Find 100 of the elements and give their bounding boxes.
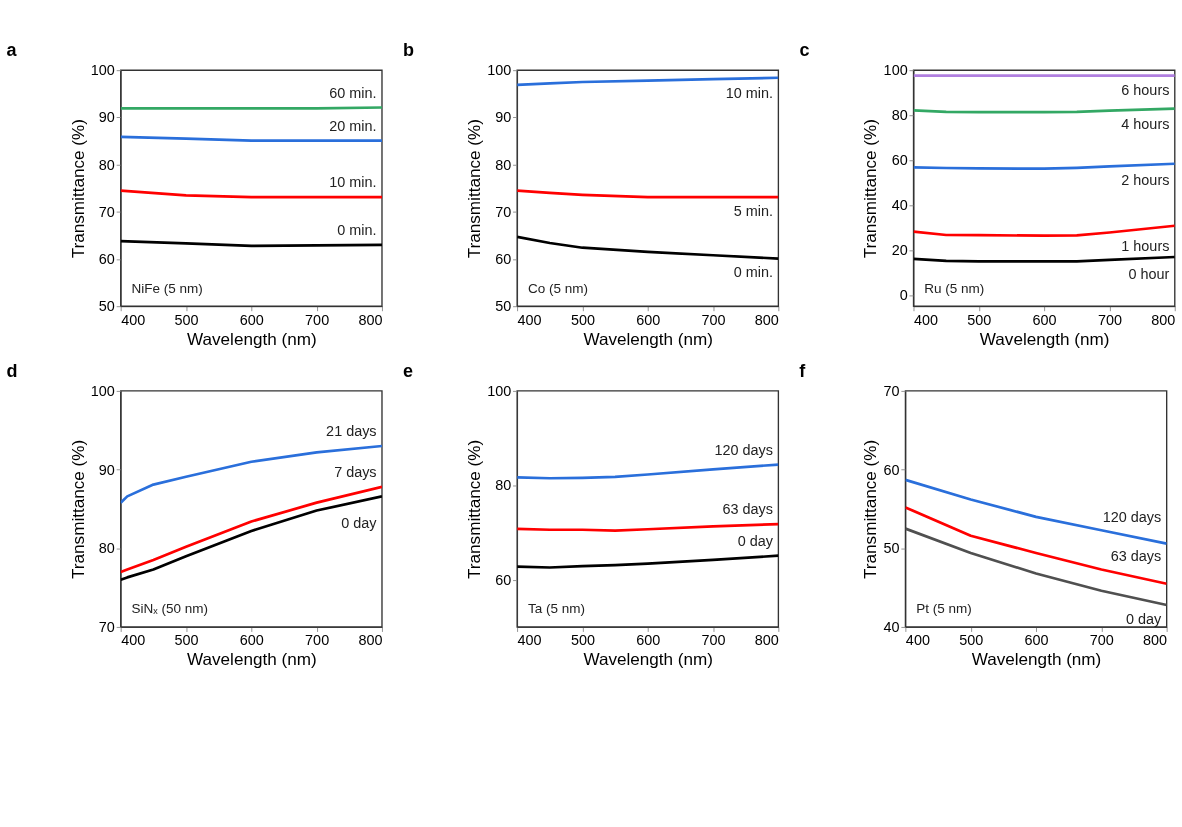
line-series [905, 478, 1167, 545]
x-tick-label: 500 [570, 632, 595, 649]
x-tick-label: 800 [754, 311, 779, 328]
x-tick-label: 700 [1089, 632, 1114, 649]
line-series [517, 235, 779, 260]
x-tick-label: 400 [121, 632, 146, 649]
x-tick-label: 600 [636, 632, 661, 649]
line-series [913, 224, 1175, 238]
line-series [517, 554, 779, 569]
x-tick-label: 500 [959, 632, 984, 649]
x-axis-title: Wavelength (nm) [583, 650, 714, 670]
y-tick-label: 60 [891, 152, 908, 169]
y-tick-label: 60 [495, 571, 512, 588]
x-tick-label: 400 [913, 311, 939, 328]
line-series [517, 522, 779, 533]
series-label: 20 min. [329, 117, 377, 134]
y-tick-label: 60 [883, 461, 900, 478]
y-tick-label: 100 [487, 382, 512, 399]
x-tick-label: 400 [905, 632, 930, 649]
line-series [517, 76, 779, 87]
series-label: 2 hours [1121, 172, 1170, 189]
y-axis-title: Transmittance (%) [68, 439, 88, 579]
series-label: 60 min. [329, 84, 377, 101]
line-series [517, 189, 779, 199]
y-tick-label: 90 [98, 461, 115, 478]
chart-title: c [799, 39, 810, 60]
chart-title: f [799, 360, 807, 381]
x-tick-label: 800 [358, 632, 383, 649]
y-axis-title: Transmittance (%) [465, 439, 485, 579]
chart-title: a [6, 39, 18, 60]
x-tick-label: 800 [358, 311, 383, 328]
x-tick-label: 600 [1024, 632, 1049, 649]
x-tick-label: 600 [239, 632, 264, 649]
series-label: 0 day [341, 514, 378, 531]
x-tick-label: 700 [1097, 311, 1122, 328]
series-label: 0 day [1126, 610, 1163, 627]
x-tick-label: 600 [239, 311, 264, 328]
y-axis-title: Transmittance (%) [465, 119, 485, 259]
y-tick-label: 80 [98, 540, 115, 557]
series-label: 21 days [326, 423, 377, 440]
series-label: 0 day [737, 532, 774, 549]
x-tick-label: 800 [1151, 311, 1176, 328]
y-tick-label: 40 [883, 618, 900, 635]
y-tick-label: 100 [90, 62, 115, 79]
x-tick-label: 700 [305, 311, 330, 328]
series-label: 120 days [714, 441, 773, 458]
y-tick-label: 60 [495, 251, 512, 267]
line-series [120, 444, 382, 505]
x-tick-label: 800 [1143, 632, 1168, 649]
y-tick-label: 0 [899, 286, 908, 303]
y-axis-title: Transmittance (%) [861, 439, 881, 579]
y-tick-label: 90 [98, 109, 115, 126]
x-tick-label: 600 [636, 311, 661, 328]
x-tick-label: 500 [570, 311, 595, 328]
chart-title: e [402, 360, 413, 381]
y-tick-label: 40 [891, 197, 908, 214]
x-tick-label: 400 [121, 311, 146, 328]
x-axis-title: Wavelength (nm) [971, 650, 1102, 670]
x-tick-label: 400 [517, 311, 542, 328]
series-label: 63 days [1110, 548, 1162, 565]
y-tick-label: 100 [90, 382, 115, 399]
series-label: 63 days [722, 501, 773, 518]
y-axis-title: Transmittance (%) [861, 119, 881, 259]
x-tick-label: 500 [967, 311, 992, 328]
y-tick-label: 80 [98, 156, 115, 173]
series-label: 120 days [1102, 508, 1162, 525]
x-tick-label: 700 [701, 311, 726, 328]
y-tick-label: 20 [891, 242, 908, 259]
y-tick-label: 80 [495, 477, 512, 494]
x-tick-label: 700 [305, 632, 330, 649]
y-tick-label: 50 [98, 298, 115, 315]
y-tick-label: 80 [495, 156, 512, 173]
series-label: 6 hours [1121, 81, 1170, 98]
annotation: Ta (5 nm) [527, 601, 585, 617]
series-label: 0 hour [1128, 265, 1170, 282]
x-tick-label: 500 [174, 632, 199, 649]
y-tick-label: 70 [98, 618, 115, 635]
annotation: SiNₓ (50 nm) [131, 601, 208, 617]
series-label: 4 hours [1121, 116, 1170, 133]
y-tick-label: 90 [495, 109, 512, 126]
series-label: 7 days [334, 464, 377, 481]
x-axis-title: Wavelength (nm) [186, 329, 317, 349]
y-tick-label: 50 [495, 298, 512, 315]
annotation: NiFe (5 nm) [131, 280, 203, 296]
annotation: Pt (5 nm) [916, 601, 972, 617]
chart-title: b [402, 39, 414, 60]
y-tick-label: 60 [98, 251, 115, 267]
series-label: 0 min. [733, 264, 773, 281]
x-tick-label: 500 [174, 311, 199, 328]
y-tick-label: 70 [495, 203, 512, 220]
line-series [120, 495, 382, 582]
line-series [120, 485, 382, 574]
line-series [905, 506, 1167, 586]
series-label: 10 min. [329, 174, 377, 191]
x-axis-title: Wavelength (nm) [583, 329, 714, 349]
y-tick-label: 70 [883, 382, 900, 399]
line-series [517, 463, 779, 480]
x-tick-label: 400 [517, 632, 542, 649]
chart-title: d [6, 360, 18, 381]
series-label: 10 min. [725, 84, 773, 101]
